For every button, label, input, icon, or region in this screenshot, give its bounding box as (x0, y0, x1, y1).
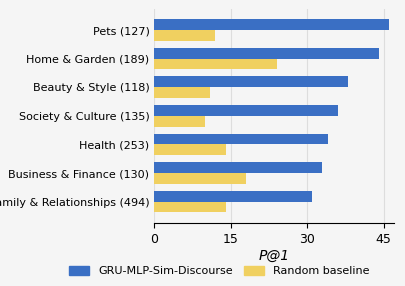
Bar (154, 162, 322, 173)
Bar (154, 76, 347, 87)
Bar (154, 48, 377, 59)
Bar (154, 144, 225, 155)
Bar (154, 30, 215, 41)
Bar (154, 19, 388, 30)
Bar (154, 134, 327, 144)
Bar (154, 173, 245, 184)
Bar (154, 116, 205, 127)
Bar (154, 105, 337, 116)
Bar (154, 191, 311, 202)
Legend: GRU-MLP-Sim-Discourse, Random baseline: GRU-MLP-Sim-Discourse, Random baseline (65, 261, 373, 281)
Bar (154, 202, 225, 212)
Bar (154, 87, 210, 98)
Bar (154, 59, 276, 69)
X-axis label: P@1: P@1 (258, 249, 289, 263)
